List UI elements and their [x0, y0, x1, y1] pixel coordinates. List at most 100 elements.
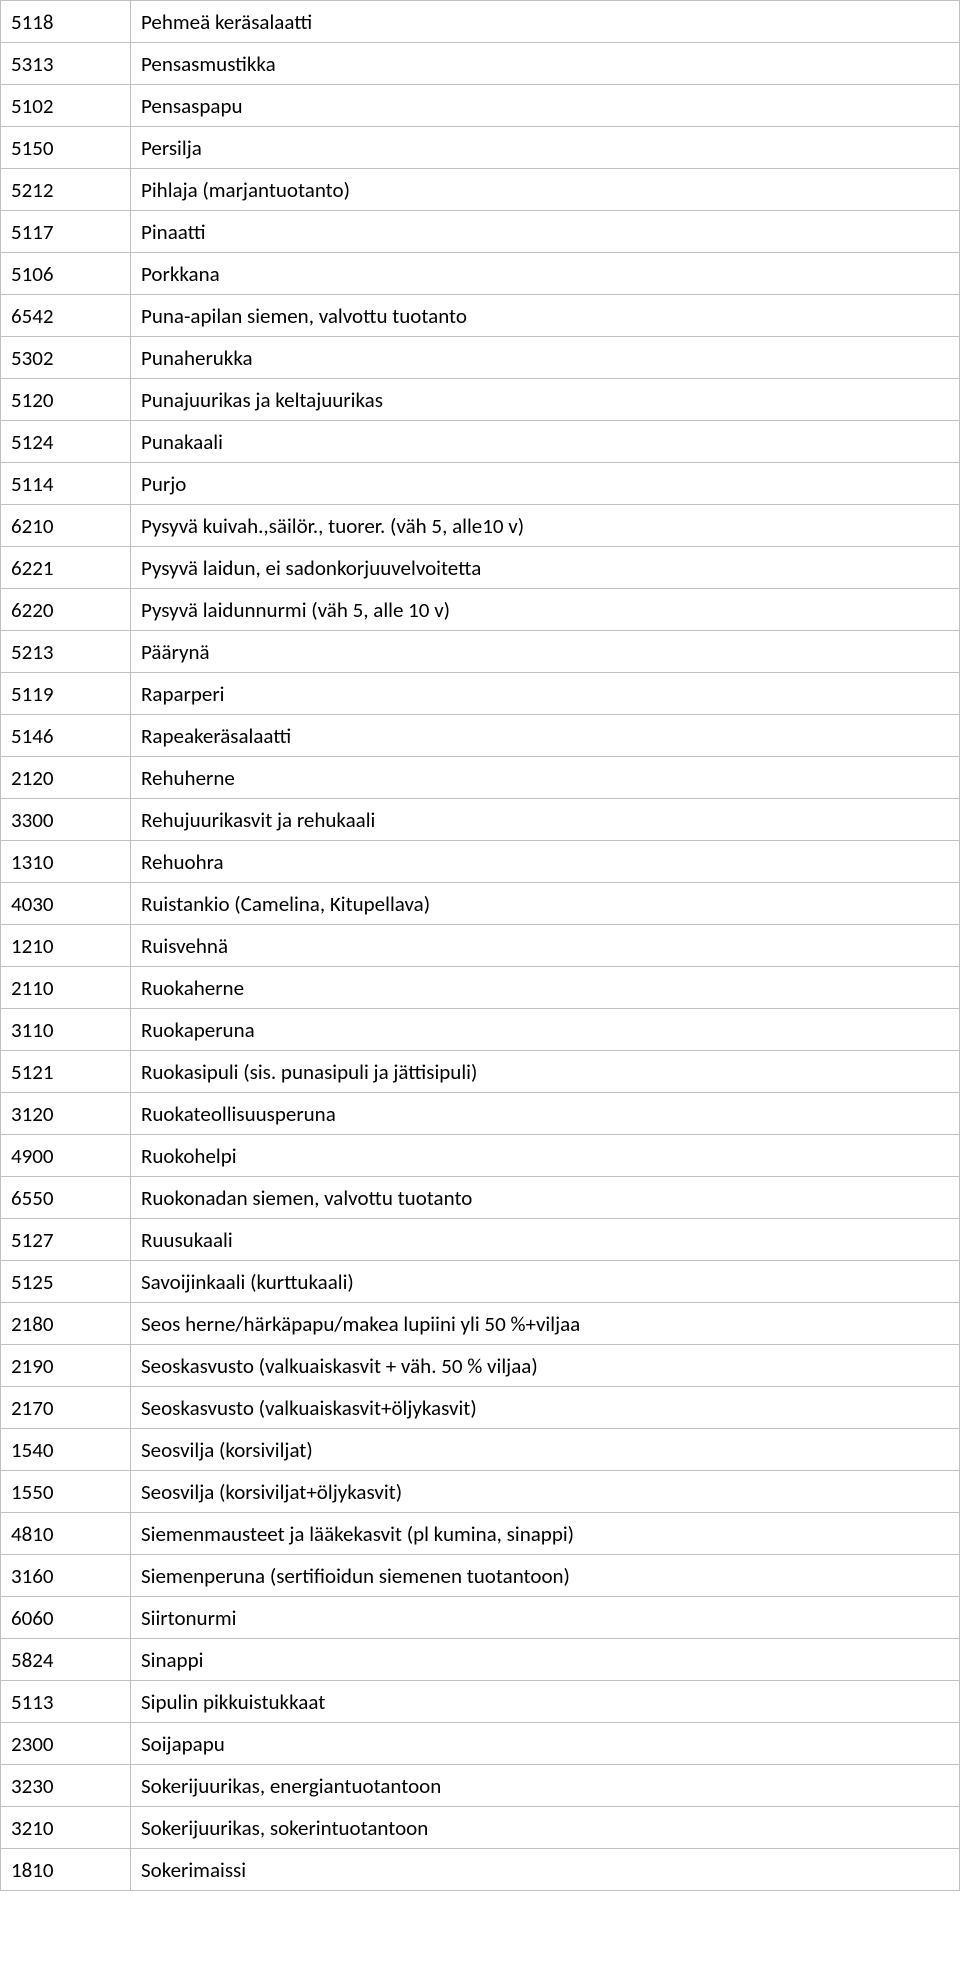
name-cell: Ruistankio (Camelina, Kitupellava) — [131, 883, 960, 925]
table-row: 3160Siemenperuna (sertifioidun siemenen … — [1, 1555, 960, 1597]
table-row: 5313Pensasmustikka — [1, 43, 960, 85]
name-cell: Punaherukka — [131, 337, 960, 379]
name-cell: Ruokaherne — [131, 967, 960, 1009]
code-cell: 5213 — [1, 631, 131, 673]
name-cell: Raparperi — [131, 673, 960, 715]
name-cell: Ruusukaali — [131, 1219, 960, 1261]
table-row: 5119Raparperi — [1, 673, 960, 715]
code-cell: 6221 — [1, 547, 131, 589]
data-table: 5118Pehmeä keräsalaatti5313Pensasmustikk… — [0, 0, 960, 1891]
table-row: 6220Pysyvä laidunnurmi (väh 5, alle 10 v… — [1, 589, 960, 631]
table-row: 1550Seosvilja (korsiviljat+öljykasvit) — [1, 1471, 960, 1513]
name-cell: Sipulin pikkuistukkaat — [131, 1681, 960, 1723]
name-cell: Siirtonurmi — [131, 1597, 960, 1639]
name-cell: Pysyvä kuivah.,säilör., tuorer. (väh 5, … — [131, 505, 960, 547]
name-cell: Seos herne/härkäpapu/makea lupiini yli 5… — [131, 1303, 960, 1345]
table-row: 2300Soijapapu — [1, 1723, 960, 1765]
name-cell: Persilja — [131, 127, 960, 169]
table-row: 3230Sokerijuurikas, energiantuotantoon — [1, 1765, 960, 1807]
name-cell: Ruokateollisuusperuna — [131, 1093, 960, 1135]
table-row: 4900Ruokohelpi — [1, 1135, 960, 1177]
code-cell: 5124 — [1, 421, 131, 463]
name-cell: Sokerimaissi — [131, 1849, 960, 1891]
table-row: 2120Rehuherne — [1, 757, 960, 799]
name-cell: Soijapapu — [131, 1723, 960, 1765]
code-cell: 5120 — [1, 379, 131, 421]
code-cell: 1550 — [1, 1471, 131, 1513]
code-cell: 3300 — [1, 799, 131, 841]
table-row: 2190Seoskasvusto (valkuaiskasvit + väh. … — [1, 1345, 960, 1387]
code-cell: 1540 — [1, 1429, 131, 1471]
table-row: 6542Puna-apilan siemen, valvottu tuotant… — [1, 295, 960, 337]
code-cell: 6550 — [1, 1177, 131, 1219]
code-cell: 5302 — [1, 337, 131, 379]
name-cell: Ruisvehnä — [131, 925, 960, 967]
code-cell: 5212 — [1, 169, 131, 211]
name-cell: Seosvilja (korsiviljat) — [131, 1429, 960, 1471]
table-row: 5113Sipulin pikkuistukkaat — [1, 1681, 960, 1723]
code-cell: 5146 — [1, 715, 131, 757]
code-cell: 3160 — [1, 1555, 131, 1597]
name-cell: Pysyvä laidunnurmi (väh 5, alle 10 v) — [131, 589, 960, 631]
name-cell: Sokerijuurikas, sokerintuotantoon — [131, 1807, 960, 1849]
code-cell: 3210 — [1, 1807, 131, 1849]
table-row: 5106Porkkana — [1, 253, 960, 295]
name-cell: Ruokohelpi — [131, 1135, 960, 1177]
table-row: 5114Purjo — [1, 463, 960, 505]
code-cell: 1210 — [1, 925, 131, 967]
code-cell: 5313 — [1, 43, 131, 85]
code-cell: 3120 — [1, 1093, 131, 1135]
code-cell: 6060 — [1, 1597, 131, 1639]
name-cell: Sinappi — [131, 1639, 960, 1681]
table-row: 5102Pensaspapu — [1, 85, 960, 127]
code-cell: 2190 — [1, 1345, 131, 1387]
table-row: 3300Rehujuurikasvit ja rehukaali — [1, 799, 960, 841]
name-cell: Ruokasipuli (sis. punasipuli ja jättisip… — [131, 1051, 960, 1093]
code-cell: 5114 — [1, 463, 131, 505]
table-row: 5118Pehmeä keräsalaatti — [1, 1, 960, 43]
table-row: 5213Päärynä — [1, 631, 960, 673]
table-row: 5121Ruokasipuli (sis. punasipuli ja jätt… — [1, 1051, 960, 1093]
name-cell: Rapeakeräsalaatti — [131, 715, 960, 757]
table-row: 5824Sinappi — [1, 1639, 960, 1681]
name-cell: Pehmeä keräsalaatti — [131, 1, 960, 43]
code-cell: 2110 — [1, 967, 131, 1009]
code-cell: 5117 — [1, 211, 131, 253]
table-row: 5146Rapeakeräsalaatti — [1, 715, 960, 757]
code-cell: 5127 — [1, 1219, 131, 1261]
code-cell: 5121 — [1, 1051, 131, 1093]
code-cell: 6220 — [1, 589, 131, 631]
name-cell: Pensasmustikka — [131, 43, 960, 85]
name-cell: Sokerijuurikas, energiantuotantoon — [131, 1765, 960, 1807]
code-cell: 5102 — [1, 85, 131, 127]
code-cell: 3230 — [1, 1765, 131, 1807]
name-cell: Porkkana — [131, 253, 960, 295]
table-row: 1810Sokerimaissi — [1, 1849, 960, 1891]
code-cell: 5106 — [1, 253, 131, 295]
code-cell: 5113 — [1, 1681, 131, 1723]
table-row: 1310Rehuohra — [1, 841, 960, 883]
code-cell: 2300 — [1, 1723, 131, 1765]
name-cell: Siemenmausteet ja lääkekasvit (pl kumina… — [131, 1513, 960, 1555]
table-row: 5212Pihlaja (marjantuotanto) — [1, 169, 960, 211]
code-cell: 1810 — [1, 1849, 131, 1891]
table-row: 4030Ruistankio (Camelina, Kitupellava) — [1, 883, 960, 925]
name-cell: Pinaatti — [131, 211, 960, 253]
name-cell: Pysyvä laidun, ei sadonkorjuuvelvoitetta — [131, 547, 960, 589]
name-cell: Seoskasvusto (valkuaiskasvit + väh. 50 %… — [131, 1345, 960, 1387]
name-cell: Päärynä — [131, 631, 960, 673]
table-row: 1540Seosvilja (korsiviljat) — [1, 1429, 960, 1471]
table-row: 3120Ruokateollisuusperuna — [1, 1093, 960, 1135]
name-cell: Rehujuurikasvit ja rehukaali — [131, 799, 960, 841]
table-row: 4810Siemenmausteet ja lääkekasvit (pl ku… — [1, 1513, 960, 1555]
name-cell: Pensaspapu — [131, 85, 960, 127]
code-cell: 5118 — [1, 1, 131, 43]
table-row: 5124Punakaali — [1, 421, 960, 463]
name-cell: Purjo — [131, 463, 960, 505]
table-row: 5302Punaherukka — [1, 337, 960, 379]
name-cell: Seoskasvusto (valkuaiskasvit+öljykasvit) — [131, 1387, 960, 1429]
table-row: 6550Ruokonadan siemen, valvottu tuotanto — [1, 1177, 960, 1219]
table-row: 5125Savoijinkaali (kurttukaali) — [1, 1261, 960, 1303]
name-cell: Rehuherne — [131, 757, 960, 799]
table-row: 5117Pinaatti — [1, 211, 960, 253]
